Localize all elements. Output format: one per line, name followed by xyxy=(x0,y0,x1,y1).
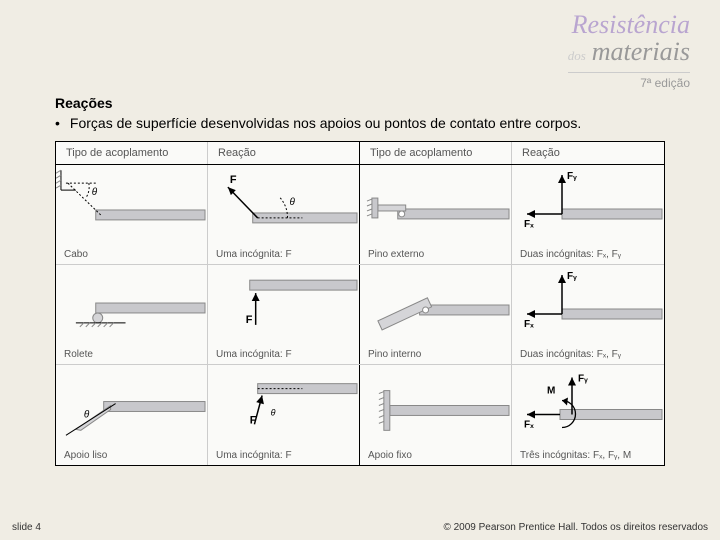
cable-reaction: θ F Uma incógnita: F xyxy=(208,165,360,264)
copyright: © 2009 Pearson Prentice Hall. Todos os d… xyxy=(443,522,708,533)
roller-reaction: F Uma incógnita: F xyxy=(208,265,360,364)
theta-label: θ xyxy=(92,187,98,198)
slide-number: slide 4 xyxy=(12,522,41,533)
theta-label: θ xyxy=(271,407,276,417)
Fy-label: Fᵧ xyxy=(567,271,577,282)
content: Reações • Forças de superfície desenvolv… xyxy=(0,95,720,466)
bullet: • Forças de superfície desenvolvidas nos… xyxy=(55,115,665,131)
theta-label: θ xyxy=(289,197,295,208)
bullet-text: Forças de superfície desenvolvidas nos a… xyxy=(70,115,581,131)
header-c2: Reação xyxy=(208,142,360,164)
caption: Apoio liso xyxy=(56,448,207,465)
caption: Duas incógnitas: Fₓ, Fᵧ xyxy=(512,347,664,364)
smooth-reaction: F θ Uma incógnita: F xyxy=(208,365,360,465)
F-label: F xyxy=(246,314,253,326)
Fy-label: Fᵧ xyxy=(578,374,588,385)
Fx-label: Fₓ xyxy=(524,420,534,431)
caption: Três incógnitas: Fₓ, Fᵧ, M xyxy=(512,448,664,465)
theta-label: θ xyxy=(84,409,90,420)
roller-diagram: Rolete xyxy=(56,265,208,364)
Fy-label: Fᵧ xyxy=(567,171,577,182)
caption: Uma incógnita: F xyxy=(208,247,359,264)
support-table: Tipo de acoplamento Reação Tipo de acopl… xyxy=(55,141,665,466)
table-row: θ Apoio liso F θ Uma incógnita: F xyxy=(56,365,664,465)
table-row: Rolete F Uma incógnita: F Pino interno xyxy=(56,265,664,365)
fixed-reaction: Fᵧ Fₓ M Três incógnitas: Fₓ, Fᵧ, M xyxy=(512,365,664,465)
header-c3: Tipo de acoplamento xyxy=(360,142,512,164)
cable-diagram: θ Cabo xyxy=(56,165,208,264)
header: Resistência dos materiais 7ª edição xyxy=(0,0,720,95)
caption: Pino interno xyxy=(360,347,511,364)
pin-ext-diagram: Pino externo xyxy=(360,165,512,264)
pin-int-diagram: Pino interno xyxy=(360,265,512,364)
footer: slide 4 © 2009 Pearson Prentice Hall. To… xyxy=(0,522,720,533)
table-row: θ Cabo θ F Uma incógnita: F xyxy=(56,165,664,265)
caption: Uma incógnita: F xyxy=(208,347,359,364)
F-label: F xyxy=(250,414,257,426)
caption: Apoio fixo xyxy=(360,448,511,465)
caption: Uma incógnita: F xyxy=(208,448,359,465)
logo-dos: dos xyxy=(568,48,586,63)
logo-edition: 7ª edição xyxy=(568,72,690,90)
pin-ext-reaction: Fᵧ Fₓ Duas incógnitas: Fₓ, Fᵧ xyxy=(512,165,664,264)
smooth-diagram: θ Apoio liso xyxy=(56,365,208,465)
Fx-label: Fₓ xyxy=(524,319,534,330)
logo-mat: materiais xyxy=(592,37,690,66)
fixed-diagram: Apoio fixo xyxy=(360,365,512,465)
F-label: F xyxy=(230,174,237,186)
caption: Rolete xyxy=(56,347,207,364)
caption: Duas incógnitas: Fₓ, Fᵧ xyxy=(512,247,664,264)
logo: Resistência dos materiais 7ª edição xyxy=(568,10,690,90)
logo-line1: Resistência xyxy=(568,10,690,40)
header-c4: Reação xyxy=(512,142,664,164)
caption: Cabo xyxy=(56,247,207,264)
table-header: Tipo de acoplamento Reação Tipo de acopl… xyxy=(56,142,664,165)
Fx-label: Fₓ xyxy=(524,219,534,230)
caption: Pino externo xyxy=(360,247,511,264)
header-c1: Tipo de acoplamento xyxy=(56,142,208,164)
title: Reações xyxy=(55,95,665,111)
M-label: M xyxy=(547,386,555,397)
pin-int-reaction: Fᵧ Fₓ Duas incógnitas: Fₓ, Fᵧ xyxy=(512,265,664,364)
